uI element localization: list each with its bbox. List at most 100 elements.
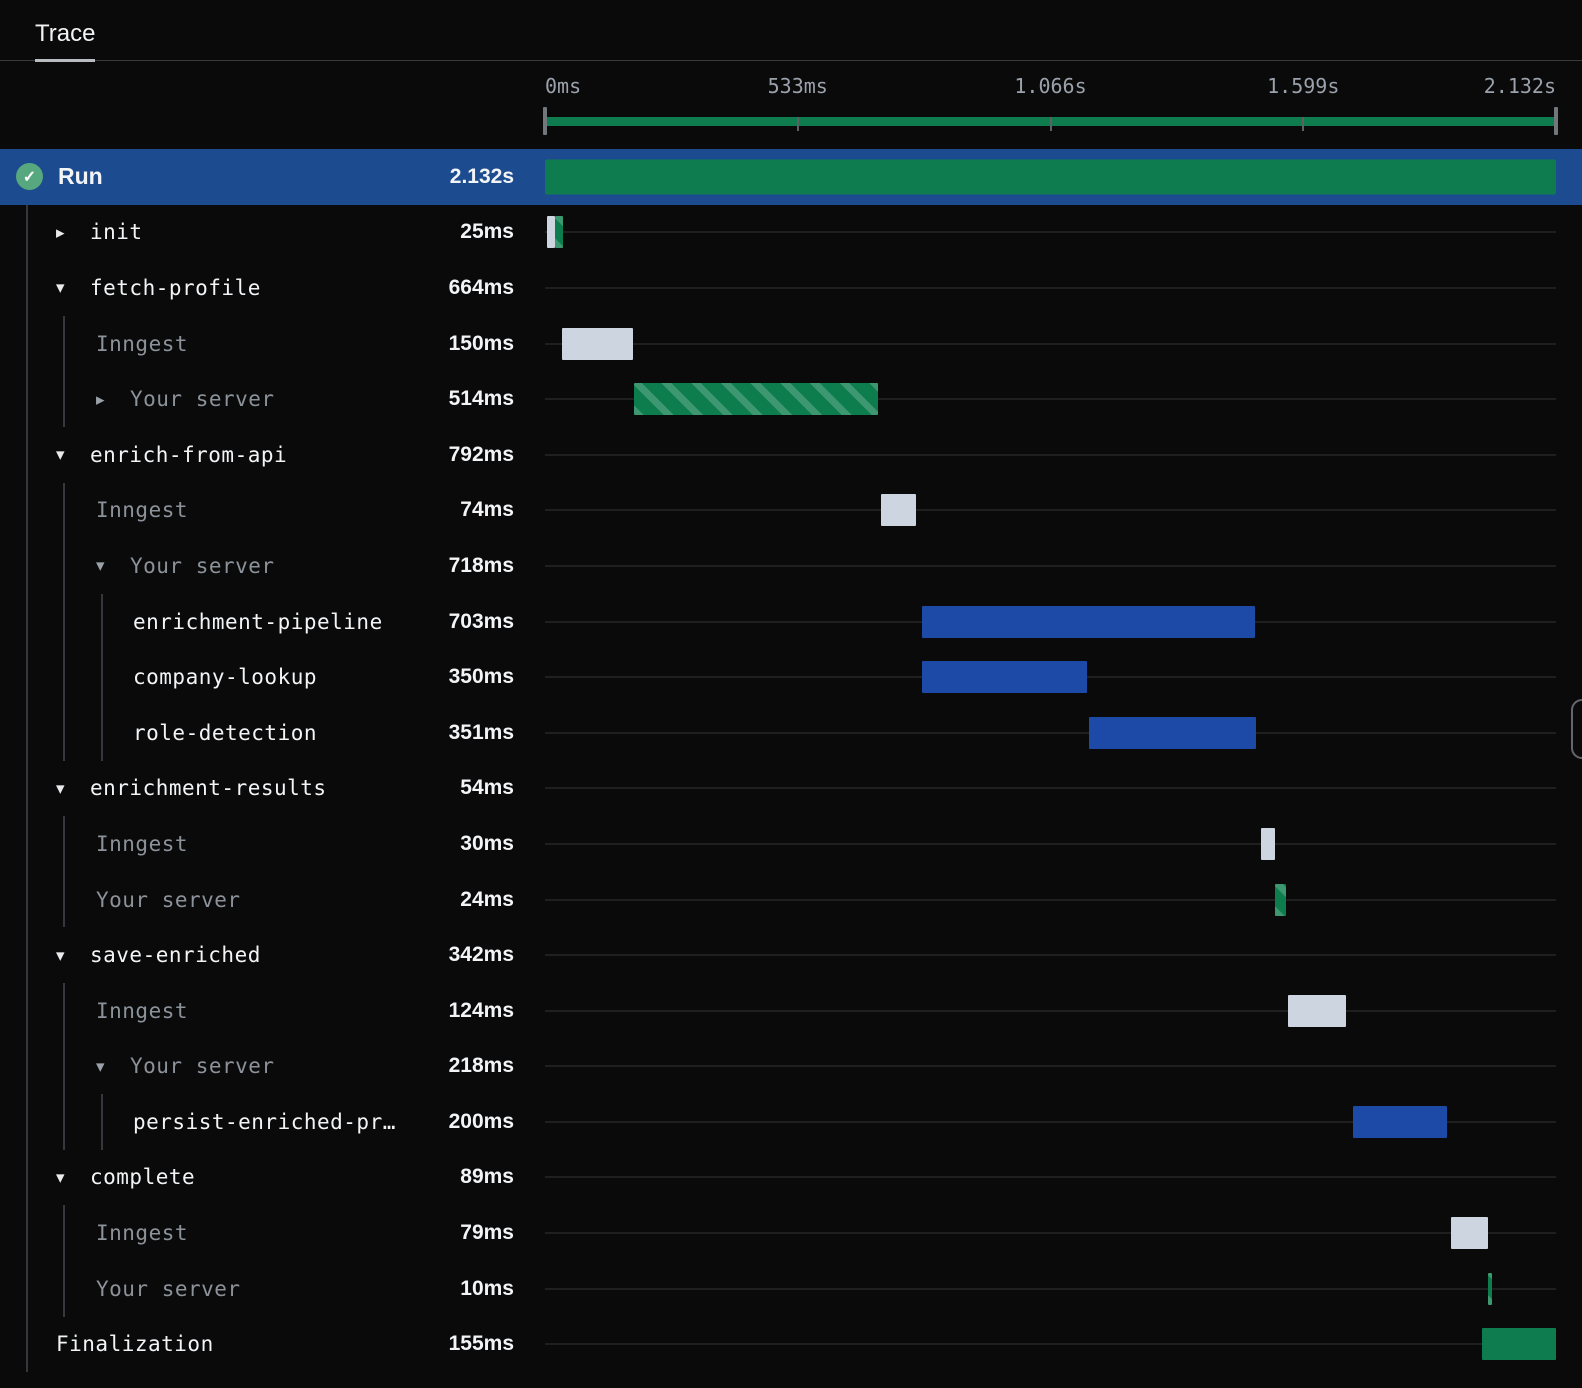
timeline-tick-label: 1.066s (1014, 74, 1087, 98)
trace-row-your-server[interactable]: Your server 24ms (0, 872, 1582, 928)
span-name: Your server (130, 553, 275, 578)
trace-row-inngest[interactable]: Inngest 150ms (0, 316, 1582, 372)
ruler-end-cap (1554, 107, 1558, 135)
trace-row-persist-enriched-pr[interactable]: persist-enriched-pr… 200ms (0, 1094, 1582, 1150)
collapse-chevron-icon[interactable]: ▾ (56, 778, 65, 798)
collapse-chevron-icon[interactable]: ▾ (56, 1167, 65, 1187)
scrollbar-thumb[interactable] (1571, 699, 1582, 759)
span-track (545, 983, 1556, 1039)
span-name: fetch-profile (90, 275, 261, 300)
span-name: persist-enriched-pr… (133, 1109, 396, 1134)
timeline-header: 0ms 533ms 1.066s 1.599s 2.132s (0, 61, 1582, 149)
span-duration: 74ms (460, 498, 514, 522)
span-bar-run[interactable] (545, 159, 1556, 195)
tree-guide-line (63, 1205, 65, 1317)
collapse-chevron-icon[interactable]: ▾ (96, 1056, 105, 1076)
span-bar-queue[interactable] (881, 494, 917, 527)
timeline-tick-label: 0ms (545, 74, 582, 98)
trace-row-your-server[interactable]: ▾ Your server 718ms (0, 538, 1582, 594)
span-track (545, 927, 1556, 983)
row-gridline (545, 898, 1556, 901)
span-bar-exec[interactable] (1487, 1272, 1493, 1305)
collapse-chevron-icon[interactable]: ▾ (96, 556, 105, 576)
trace-row-enrich-from-api[interactable]: ▾ enrich-from-api 792ms (0, 427, 1582, 483)
trace-row-enrichment-results[interactable]: ▾ enrichment-results 54ms (0, 761, 1582, 817)
span-track (545, 427, 1556, 483)
span-name: save-enriched (90, 943, 261, 968)
span-track (545, 649, 1556, 705)
span-duration: 200ms (448, 1109, 514, 1133)
span-bar-queue[interactable] (1450, 1217, 1489, 1250)
span-duration: 25ms (460, 220, 514, 244)
span-name: Your server (130, 1054, 275, 1079)
span-bar-exec[interactable] (1274, 883, 1287, 916)
trace-row-inngest[interactable]: Inngest 74ms (0, 483, 1582, 539)
span-bar-queue[interactable] (1260, 827, 1275, 860)
trace-row-init[interactable]: ▸ init 25ms (0, 205, 1582, 261)
expand-chevron-icon[interactable]: ▸ (96, 389, 105, 409)
row-gridline (545, 1176, 1556, 1179)
trace-row-run[interactable]: ✓ Run 2.132s (0, 149, 1582, 205)
collapse-chevron-icon[interactable]: ▾ (56, 278, 65, 298)
span-bar-exec[interactable] (554, 216, 563, 249)
span-name: enrich-from-api (90, 442, 288, 467)
span-track (545, 149, 1556, 205)
trace-row-inngest[interactable]: Inngest 30ms (0, 816, 1582, 872)
ruler-tick (796, 117, 799, 131)
span-bar-step[interactable] (921, 661, 1088, 694)
span-duration: 54ms (460, 776, 514, 800)
trace-row-your-server[interactable]: ▸ Your server 514ms (0, 371, 1582, 427)
span-duration: 514ms (448, 387, 514, 411)
trace-row-finalization[interactable]: Finalization 155ms (0, 1316, 1582, 1372)
span-bar-queue[interactable] (1287, 994, 1347, 1027)
span-bar-queue[interactable] (547, 216, 555, 249)
span-track (545, 205, 1556, 261)
span-bar-queue[interactable] (562, 327, 634, 360)
tab-trace[interactable]: Trace (35, 20, 96, 62)
span-track (545, 1261, 1556, 1317)
trace-row-fetch-profile[interactable]: ▾ fetch-profile 664ms (0, 260, 1582, 316)
row-gridline (545, 1232, 1556, 1235)
row-gridline (545, 286, 1556, 289)
status-success-icon: ✓ (16, 163, 43, 191)
collapse-chevron-icon[interactable]: ▾ (56, 445, 65, 465)
span-bar-step[interactable] (1089, 716, 1256, 749)
trace-row-enrichment-pipeline[interactable]: enrichment-pipeline 703ms (0, 594, 1582, 650)
expand-chevron-icon[interactable]: ▸ (56, 222, 65, 242)
span-bar-step[interactable] (921, 605, 1255, 638)
span-track (545, 816, 1556, 872)
row-gridline (545, 1343, 1556, 1346)
row-gridline (545, 398, 1556, 401)
ruler-end-cap (543, 107, 547, 135)
row-gridline (545, 509, 1556, 512)
trace-row-company-lookup[interactable]: company-lookup 350ms (0, 649, 1582, 705)
span-bar-exec[interactable] (634, 383, 878, 416)
trace-row-inngest[interactable]: Inngest 79ms (0, 1205, 1582, 1261)
trace-row-your-server[interactable]: ▾ Your server 218ms (0, 1039, 1582, 1095)
span-duration: 10ms (460, 1276, 514, 1300)
span-track (545, 483, 1556, 539)
row-gridline (545, 842, 1556, 845)
span-duration: 24ms (460, 887, 514, 911)
span-track (545, 371, 1556, 427)
tree-guide-line (63, 482, 65, 761)
span-name: Your server (130, 387, 275, 412)
trace-row-complete[interactable]: ▾ complete 89ms (0, 1150, 1582, 1206)
tree-guide-line (101, 593, 103, 761)
span-name: Inngest (96, 998, 189, 1023)
span-bar-run[interactable] (1482, 1328, 1556, 1361)
trace-row-your-server[interactable]: Your server 10ms (0, 1261, 1582, 1317)
row-gridline (545, 342, 1556, 345)
trace-row-inngest[interactable]: Inngest 124ms (0, 983, 1582, 1039)
span-duration: 703ms (448, 609, 514, 633)
trace-row-role-detection[interactable]: role-detection 351ms (0, 705, 1582, 761)
span-name: Finalization (56, 1332, 214, 1357)
row-gridline (545, 1287, 1556, 1290)
ruler-tick (1049, 117, 1052, 131)
row-gridline (545, 954, 1556, 957)
collapse-chevron-icon[interactable]: ▾ (56, 945, 65, 965)
span-track (545, 316, 1556, 372)
timeline-tick-label: 533ms (767, 74, 828, 98)
span-bar-step[interactable] (1352, 1105, 1448, 1138)
trace-row-save-enriched[interactable]: ▾ save-enriched 342ms (0, 927, 1582, 983)
